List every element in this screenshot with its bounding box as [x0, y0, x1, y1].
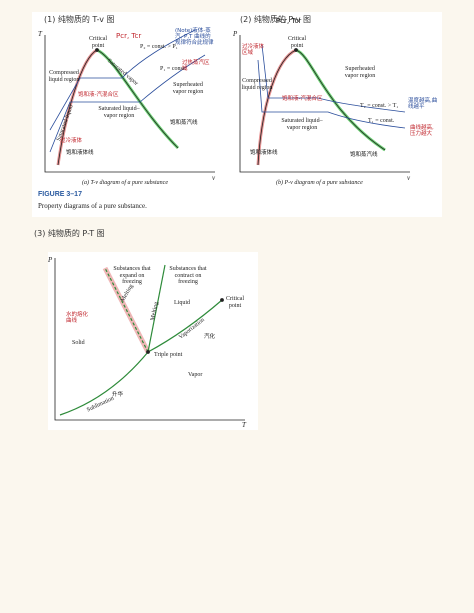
note: (Note)液体-蒸汽, P,T 曲线的规律符合此规律	[175, 28, 214, 46]
caption: (b) P-v diagram of a pure substance	[276, 180, 363, 186]
label: Superheated vapor region	[172, 82, 204, 95]
tv-p2-line	[49, 29, 196, 131]
label: Critical point	[89, 36, 107, 49]
label: Compressed liquid region	[241, 78, 273, 91]
label: Liquid	[174, 300, 190, 306]
figure-panel	[32, 12, 442, 217]
pt-vaporization	[147, 299, 223, 353]
note: 饱和液-汽混合区	[282, 96, 323, 102]
label: Substances that expand on freezing	[113, 266, 151, 285]
label: P₂ = const. > P₁	[140, 44, 178, 50]
heading: (3) 纯物质的 P-T 图	[34, 229, 105, 238]
heading: (1) 纯物质的 T-v 图	[44, 15, 115, 24]
heading: (2) 纯物质的 P-v 图	[240, 15, 312, 24]
axis-label: P	[233, 30, 238, 38]
pt-melting-expand	[104, 267, 149, 353]
axis-label: P	[48, 256, 53, 264]
pv-diagram	[239, 35, 410, 173]
note: 过冷液体区域	[242, 44, 265, 56]
caption: (a) T-v diagram of a pure substance	[82, 180, 168, 186]
tv-diagram	[44, 29, 215, 173]
note: 饱和蒸汽线	[350, 152, 378, 158]
label: Compressed liquid region	[48, 70, 80, 83]
label: Substances that contract on freezing	[169, 266, 207, 285]
tv-critical-point	[95, 48, 99, 52]
note: 过冷液体	[60, 138, 83, 144]
pt-triple-point	[146, 350, 150, 354]
axis-label: v	[407, 174, 411, 182]
label: Critical point	[226, 296, 244, 309]
label: Vapor	[188, 372, 203, 378]
pv-critical-point	[294, 48, 298, 52]
note: 饱和液体线	[250, 150, 278, 156]
label: Solid	[72, 340, 85, 346]
pt-critical-point	[220, 298, 224, 302]
tv-axes	[44, 35, 215, 173]
figure-caption: Property diagrams of a pure substance.	[38, 202, 147, 210]
pt-panel	[48, 252, 258, 430]
note: 升华	[112, 392, 124, 398]
note: 汽化	[204, 334, 216, 340]
label: Critical point	[288, 36, 306, 49]
label: Superheated vapor region	[344, 66, 376, 79]
pt-melting-contract	[147, 264, 166, 353]
label: P₁ = const.	[160, 66, 186, 72]
tv-p1-line	[49, 54, 206, 153]
note: 水的熔化曲线	[66, 312, 89, 324]
label: T₁ = const.	[368, 118, 395, 124]
note: Pcr, Tcr	[276, 17, 302, 25]
label: Saturated liquid–vapor region	[98, 106, 140, 119]
label: T₂ = const. > T₁	[360, 103, 399, 109]
label: Saturated liquid–vapor region	[281, 118, 323, 131]
label: Triple point	[154, 352, 183, 358]
pt-sublimation	[59, 351, 149, 416]
note: Pcr, Tcr	[116, 32, 142, 40]
note: 温度越高,曲线越平	[408, 98, 438, 110]
note: 曲线越高,压力越大	[410, 125, 434, 137]
note: 饱和液-汽混合区	[78, 92, 119, 98]
figure-label: FIGURE 3–17	[38, 191, 82, 198]
pv-t2-line	[261, 44, 406, 113]
pv-t1-line	[257, 59, 406, 129]
pv-axes	[239, 35, 410, 173]
note: 过热蒸汽区域	[182, 60, 210, 72]
pt-diagram	[54, 258, 245, 421]
pt-axes	[54, 258, 245, 421]
axis-label: v	[212, 174, 216, 182]
axis-label: T	[242, 421, 246, 429]
note: 饱和蒸汽线	[170, 120, 198, 126]
axis-label: T	[38, 30, 42, 38]
note: 饱和液体线	[66, 150, 94, 156]
